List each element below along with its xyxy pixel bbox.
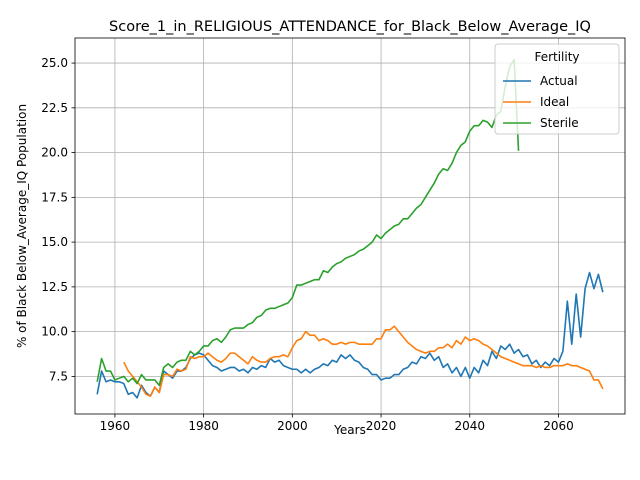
chart-title: Score_1_in_RELIGIOUS_ATTENDANCE_for_Blac… xyxy=(109,19,591,35)
y-tick-label: 12.5 xyxy=(41,280,68,294)
legend-box xyxy=(494,43,620,135)
x-tick-label: 2060 xyxy=(543,419,574,433)
y-axis-ticks: 7.5 10.0 12.5 15.0 17.5 20.0 22.5 25.0 xyxy=(41,56,75,383)
series-line-actual xyxy=(96,271,604,399)
series-line-ideal xyxy=(123,325,604,397)
x-tick-label: 1980 xyxy=(188,419,219,433)
legend-label-ideal: Ideal xyxy=(540,95,569,109)
series-line-sterile xyxy=(96,58,520,387)
y-tick-label: 10.0 xyxy=(41,325,68,339)
plot-frame xyxy=(74,37,626,415)
y-tick-label: 15.0 xyxy=(41,235,68,249)
legend-label-sterile: Sterile xyxy=(540,116,579,130)
x-tick-label: 2020 xyxy=(366,419,397,433)
x-tick-label: 2000 xyxy=(277,419,308,433)
y-tick-label: 25.0 xyxy=(41,56,68,70)
legend-label-actual: Actual xyxy=(540,74,578,88)
y-tick-label: 20.0 xyxy=(41,146,68,160)
x-tick-label: 2040 xyxy=(454,419,485,433)
y-tick-label: 22.5 xyxy=(41,101,68,115)
x-tick-label: 1960 xyxy=(100,419,131,433)
y-tick-label: 17.5 xyxy=(41,190,68,204)
y-tick-label: 7.5 xyxy=(49,369,68,383)
legend: Fertility Actual Ideal Sterile xyxy=(494,43,620,135)
legend-items: Actual Ideal Sterile xyxy=(503,74,579,130)
x-axis-ticks: 1960 1980 2000 2020 2040 2060 xyxy=(100,414,574,433)
series-lines xyxy=(96,58,604,399)
x-axis-label: Years xyxy=(333,423,366,437)
legend-title: Fertility xyxy=(534,50,579,64)
y-axis-label: % of Black Below_Average_IQ Population xyxy=(15,104,29,348)
